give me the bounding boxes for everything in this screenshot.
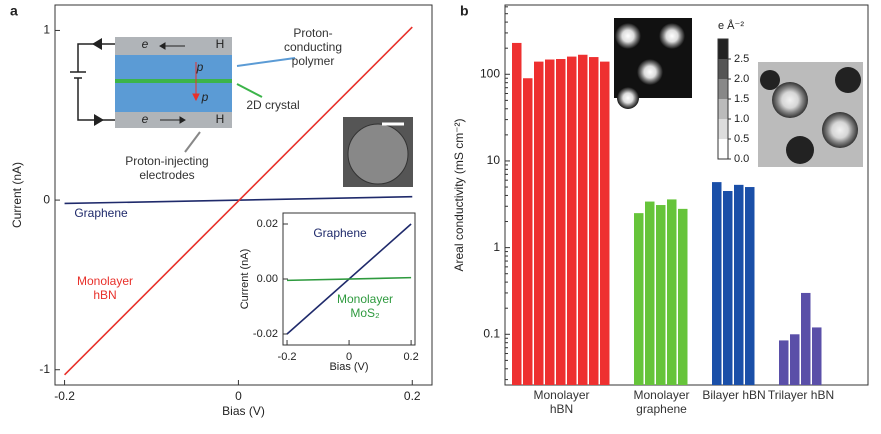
series-label: Graphene (74, 206, 128, 220)
y-tick-label: 0 (43, 192, 50, 206)
x-tick-label: 0 (346, 351, 352, 363)
y-axis-title: Current (nA) (10, 162, 24, 228)
diagram-label: p (196, 60, 204, 74)
annotation: Proton-conducting polymer (283, 26, 343, 68)
bar (545, 59, 555, 385)
colorbar-tick-label: 2.0 (734, 73, 749, 85)
bar (578, 54, 588, 385)
x-category-label: Monolayer hBN (533, 388, 590, 416)
bar (556, 59, 566, 385)
annotation: Proton-injecting electrodes (125, 154, 209, 182)
bar (567, 56, 577, 385)
x-tick-label: 0 (235, 389, 242, 403)
panel-label: a (10, 3, 18, 19)
bar (790, 334, 800, 385)
series-label: Monolayer hBN (76, 274, 134, 302)
diagram-label: p (201, 90, 209, 104)
x-tick-label: -0.2 (54, 389, 75, 403)
bar (523, 78, 533, 386)
y-tick-label: 0.02 (257, 218, 278, 230)
plot-frame (54, 4, 433, 386)
y-axis-title: Areal conductivity (mS cm⁻²) (452, 118, 466, 271)
bar (801, 292, 811, 385)
y-tick-label: -0.02 (253, 328, 278, 340)
bar (656, 205, 666, 385)
y-tick-label: 100 (480, 66, 500, 80)
x-category-label: Bilayer hBN (702, 388, 766, 402)
x-category-label: Monolayer graphene (633, 388, 690, 416)
bar (745, 187, 755, 385)
bar (812, 327, 822, 385)
x-tick-label: 0.2 (403, 351, 418, 363)
x-axis-title: Bias (V) (222, 404, 265, 418)
colorbar-tick-label: 1.0 (734, 113, 749, 125)
y-axis-title: Current (nA) (239, 249, 251, 310)
x-axis-title: Bias (V) (329, 361, 368, 373)
bar (667, 199, 677, 385)
panel-label: b (460, 3, 469, 19)
tem-image (343, 117, 413, 187)
colorbar-band (718, 119, 728, 139)
bar (534, 61, 544, 385)
colorbar-tick-label: 1.5 (734, 93, 749, 105)
colorbar-band (718, 139, 728, 159)
colorbar-frame (717, 38, 729, 160)
series-label: Monolayer MoS₂ (336, 292, 394, 320)
device-schematic (70, 37, 296, 153)
bar (734, 184, 744, 385)
bar (678, 208, 688, 385)
diagram-label: H (216, 112, 225, 126)
colorbar-band (718, 79, 728, 99)
colorbar-band (718, 59, 728, 79)
charge-density-maps (614, 18, 863, 167)
bar (512, 42, 522, 385)
colorbar-tick-label: 2.5 (734, 53, 749, 65)
bar (645, 201, 655, 385)
annotation: 2D crystal (246, 98, 300, 112)
series-line (63, 26, 413, 376)
colorbar-band (718, 39, 728, 59)
x-category-label: Trilayer hBN (767, 388, 835, 402)
series-line (287, 276, 412, 282)
y-tick-label: 10 (487, 153, 501, 167)
bar (779, 340, 789, 385)
diagram-label: e (142, 37, 149, 51)
y-tick-label: 0.00 (257, 273, 278, 285)
bar (712, 182, 722, 385)
diagram-label: e (142, 112, 149, 126)
y-tick-label: -1 (39, 362, 50, 376)
colorbar-tick-label: 0.0 (734, 153, 749, 165)
bar (723, 191, 733, 385)
bar (600, 61, 610, 385)
y-tick-label: 1 (493, 240, 500, 254)
y-tick-label: 1 (43, 23, 50, 37)
bar (589, 57, 599, 385)
colorbar-title: e Å⁻² (718, 19, 744, 32)
diagram-label: H (216, 37, 225, 51)
x-tick-label: -0.2 (278, 351, 297, 363)
x-tick-label: 0.2 (404, 389, 421, 403)
colorbar-band (718, 99, 728, 119)
y-tick-label: 0.1 (483, 326, 500, 340)
series-label: Graphene (313, 226, 367, 240)
colorbar-tick-label: 0.5 (734, 133, 749, 145)
bar (634, 213, 644, 385)
